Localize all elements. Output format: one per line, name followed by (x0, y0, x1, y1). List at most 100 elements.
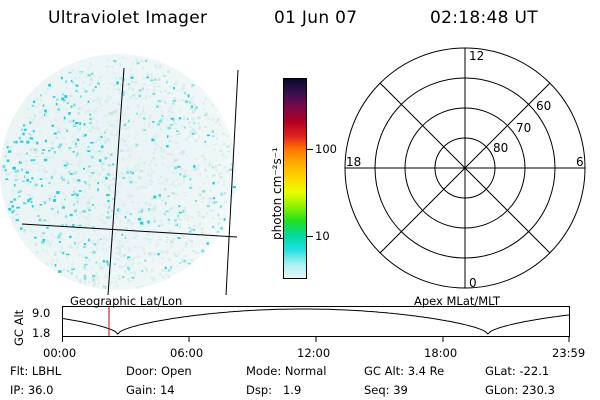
speckle (27, 225, 30, 228)
speckle (89, 170, 91, 173)
speckle (51, 124, 54, 127)
speckle (104, 140, 107, 144)
speckle (174, 159, 178, 162)
speckle (89, 189, 92, 191)
speckle (56, 99, 59, 101)
speckle (161, 157, 165, 159)
speckle (221, 132, 225, 135)
speckle (173, 159, 176, 163)
speckle (92, 195, 95, 198)
speckle (63, 164, 67, 167)
speckle (140, 207, 144, 210)
speckle (109, 82, 113, 85)
speckle (164, 202, 167, 205)
speckle (193, 131, 197, 134)
speckle (52, 96, 56, 98)
speckle (195, 203, 198, 206)
speckle (141, 285, 144, 288)
speckle (119, 253, 122, 256)
speckle (222, 179, 225, 183)
speckle (52, 156, 55, 159)
speckle (152, 258, 155, 262)
speckle (174, 127, 177, 130)
speckle (76, 152, 79, 155)
speckle (22, 132, 25, 136)
speckle (160, 146, 164, 150)
speckle (89, 113, 92, 116)
timeline-x-tick: 00:00 (43, 346, 77, 360)
speckle (68, 112, 71, 115)
speckle (152, 121, 155, 123)
speckle (165, 236, 168, 239)
speckle (94, 151, 98, 154)
speckle (188, 226, 191, 229)
speckle (85, 203, 88, 205)
speckle (38, 102, 41, 106)
speckle (220, 171, 223, 174)
speckle (118, 251, 122, 254)
speckle (193, 121, 196, 125)
speckle (225, 135, 229, 137)
speckle (64, 215, 68, 218)
colorbar-tick-label: 10 (307, 229, 330, 243)
speckle (48, 155, 51, 159)
speckle (198, 222, 201, 226)
speckle (106, 65, 110, 68)
speckle (23, 124, 25, 127)
speckle (159, 272, 161, 275)
speckle (198, 136, 200, 139)
speckle (187, 94, 190, 98)
speckle (216, 119, 220, 121)
speckle (203, 108, 206, 110)
speckle (34, 152, 37, 155)
speckle (178, 208, 181, 211)
speckle (215, 235, 219, 238)
speckle (25, 171, 29, 174)
speckle (12, 216, 14, 220)
speckle (83, 267, 87, 271)
speckle (18, 195, 21, 198)
timeline-x-tick: 18:00 (424, 346, 458, 360)
speckle (126, 194, 128, 198)
speckle (139, 221, 144, 225)
speckle (202, 190, 206, 193)
speckle (77, 107, 81, 110)
speckle (213, 148, 216, 152)
speckle (40, 116, 44, 119)
speckle (160, 250, 164, 253)
speckle (166, 251, 169, 254)
speckle (164, 266, 167, 270)
speckle (160, 100, 164, 103)
speckle (58, 143, 63, 147)
speckle (189, 108, 193, 111)
speckle (106, 260, 109, 264)
speckle (90, 239, 95, 243)
speckle (100, 150, 103, 154)
speckle (78, 210, 83, 213)
speckle (72, 229, 76, 232)
speckle (137, 175, 140, 179)
speckle (176, 178, 179, 180)
speckle (44, 109, 47, 113)
speckle (162, 74, 165, 78)
speckle (104, 156, 108, 160)
speckle (109, 188, 112, 192)
speckle (84, 182, 87, 185)
speckle (170, 245, 173, 248)
speckle (128, 177, 131, 181)
speckle (197, 163, 200, 167)
speckle (140, 169, 144, 173)
speckle (184, 91, 186, 95)
speckle (6, 141, 9, 145)
speckle (172, 121, 175, 123)
speckle (121, 138, 124, 141)
speckle (121, 56, 125, 59)
speckle (101, 165, 104, 168)
speckle (31, 177, 34, 180)
speckle (183, 175, 187, 178)
speckle (118, 265, 123, 268)
speckle (108, 155, 110, 158)
speckle (117, 101, 120, 104)
speckle (123, 78, 126, 81)
speckle (154, 148, 157, 150)
